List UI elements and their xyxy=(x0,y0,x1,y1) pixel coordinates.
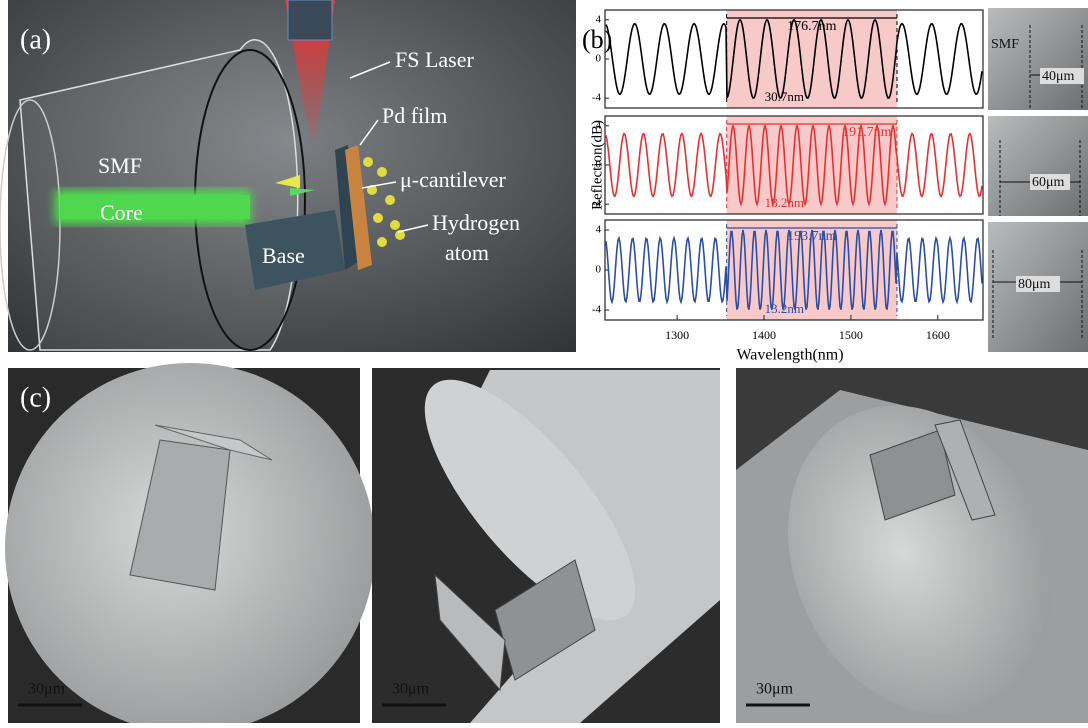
inset-scale: 80μm xyxy=(1018,277,1051,292)
label-fs-laser: FS Laser xyxy=(395,47,475,72)
y-tick-label: 4 xyxy=(596,119,602,131)
label-base: Base xyxy=(262,243,305,268)
label-pd-film: Pd film xyxy=(382,103,447,128)
x-tick-label: 1500 xyxy=(839,328,863,342)
y-tick-label: 0 xyxy=(596,53,602,65)
period-label: 13.2nm xyxy=(765,301,804,316)
inset-scale: 40μm xyxy=(1042,69,1075,84)
label-cantilever: μ-cantilever xyxy=(400,167,507,192)
period-label: 30.7nm xyxy=(765,89,804,104)
y-tick-label: -4 xyxy=(592,92,602,104)
x-tick-label: 1400 xyxy=(752,328,776,342)
scale-bar-label: 30μm xyxy=(392,681,430,698)
inset-label: SMF xyxy=(991,37,1019,52)
period-label: 18.2nm xyxy=(765,195,804,210)
label-smf: SMF xyxy=(98,153,142,178)
panel-label: (c) xyxy=(20,382,51,413)
panel-b-insets: SMF 40μm 60μm 80μm xyxy=(988,8,1088,352)
label-atom: atom xyxy=(445,240,489,265)
figure: (a) FS Laser Pd film SMF μ-cantilever Co… xyxy=(0,0,1088,723)
panel-a: (a) FS Laser Pd film SMF μ-cantilever Co… xyxy=(0,0,576,352)
inset-scale: 60μm xyxy=(1032,175,1065,190)
y-tick-label: 0 xyxy=(596,159,602,171)
label-core: Core xyxy=(100,200,143,225)
y-tick-label: 0 xyxy=(596,264,602,276)
y-tick-label: 4 xyxy=(596,224,602,236)
x-tick-label: 1300 xyxy=(665,328,689,342)
label-hydrogen: Hydrogen xyxy=(432,210,520,235)
y-tick-label: 4 xyxy=(596,13,602,25)
span-label: 193.7nm xyxy=(787,229,837,244)
core xyxy=(60,195,250,219)
panel-label: (a) xyxy=(20,24,51,55)
x-axis-label: Wavelength(nm) xyxy=(736,347,843,364)
inset-image xyxy=(988,116,1088,216)
panel-c: (c) 30μm 30μm 30μm xyxy=(5,350,1088,723)
inset-image xyxy=(988,8,1088,110)
y-tick-label: -4 xyxy=(592,198,602,210)
scale-bar-label: 30μm xyxy=(756,681,794,698)
span-label: 176.7nm xyxy=(787,19,837,34)
x-tick-label: 1600 xyxy=(926,328,950,342)
y-tick-label: -4 xyxy=(592,304,602,316)
scale-bar-label: 30μm xyxy=(28,681,66,698)
objective xyxy=(288,0,332,40)
span-label: 191.7nm xyxy=(842,125,892,140)
